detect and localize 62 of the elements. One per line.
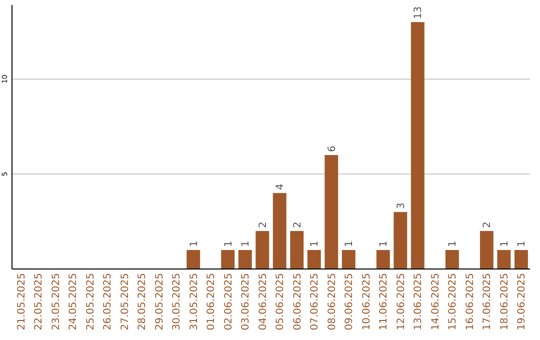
x-tick-label: 14.06.2025 [430,273,442,330]
bar [324,155,338,269]
bar [186,250,200,269]
x-tick-label: 05.06.2025 [275,273,286,330]
bar [256,231,270,269]
bar [221,250,235,269]
bar [342,250,356,269]
data-label: 3 [396,202,407,210]
x-tick-label: 09.06.2025 [344,273,356,330]
bar [376,250,390,269]
data-label: 1 [448,240,459,248]
x-tick-label: 18.06.2025 [499,273,510,330]
x-tick-label: 31.05.2025 [188,273,200,330]
bar [445,250,459,269]
bar [307,250,321,269]
x-tick-label: 04.06.2025 [258,273,269,330]
x-tick-label: 29.05.2025 [154,273,166,330]
data-label: 1 [344,240,356,248]
bar [394,212,408,269]
x-tick-label: 12.06.2025 [396,273,407,330]
x-tick-label: 13.06.2025 [413,273,424,330]
data-label: 4 [275,184,286,190]
data-label: 1 [223,240,234,248]
x-tick-label: 16.06.2025 [464,273,476,330]
bar [410,22,424,269]
x-tick-label: 08.06.2025 [326,273,338,330]
x-tick-label: 06.06.2025 [292,273,304,330]
x-tick-label: 10.06.2025 [361,273,372,330]
data-label: 13 [413,6,424,20]
data-label: 1 [188,240,200,248]
data-label: 2 [258,222,269,228]
x-tick-label: 25.05.2025 [85,273,96,330]
x-tick-label: 24.05.2025 [68,273,80,330]
x-tick-label: 27.05.2025 [120,273,131,330]
bar [480,231,494,269]
x-tick-label: 11.06.2025 [378,273,390,330]
bar [290,231,304,269]
x-tick-label: 17.06.2025 [482,273,494,330]
x-tick-label: 03.06.2025 [240,273,252,330]
bar [272,193,286,269]
x-tick-label: 15.06.2025 [448,273,459,330]
x-tick-label: 26.05.2025 [102,273,114,330]
x-tick-label: 22.05.2025 [34,273,45,330]
data-label: 6 [326,146,338,152]
x-tick-label: 28.05.2025 [137,273,148,330]
x-tick-label: 07.06.2025 [310,273,321,330]
data-label: 1 [378,240,390,248]
x-tick-label: 30.05.2025 [172,273,183,330]
bar [238,250,252,269]
data-label: 2 [482,222,494,228]
bar [497,250,511,269]
data-label: 2 [292,222,304,228]
data-label: 1 [310,240,321,248]
x-tick-label: 19.06.2025 [516,273,528,330]
x-tick-label: 21.05.2025 [16,273,28,330]
data-label: 1 [240,240,252,248]
x-tick-label: 02.06.2025 [223,273,234,330]
data-label: 1 [499,240,510,248]
bar [514,250,528,269]
x-tick-label: 23.05.2025 [50,273,62,330]
data-label: 1 [516,240,528,248]
x-tick-label: 01.06.2025 [206,273,218,330]
